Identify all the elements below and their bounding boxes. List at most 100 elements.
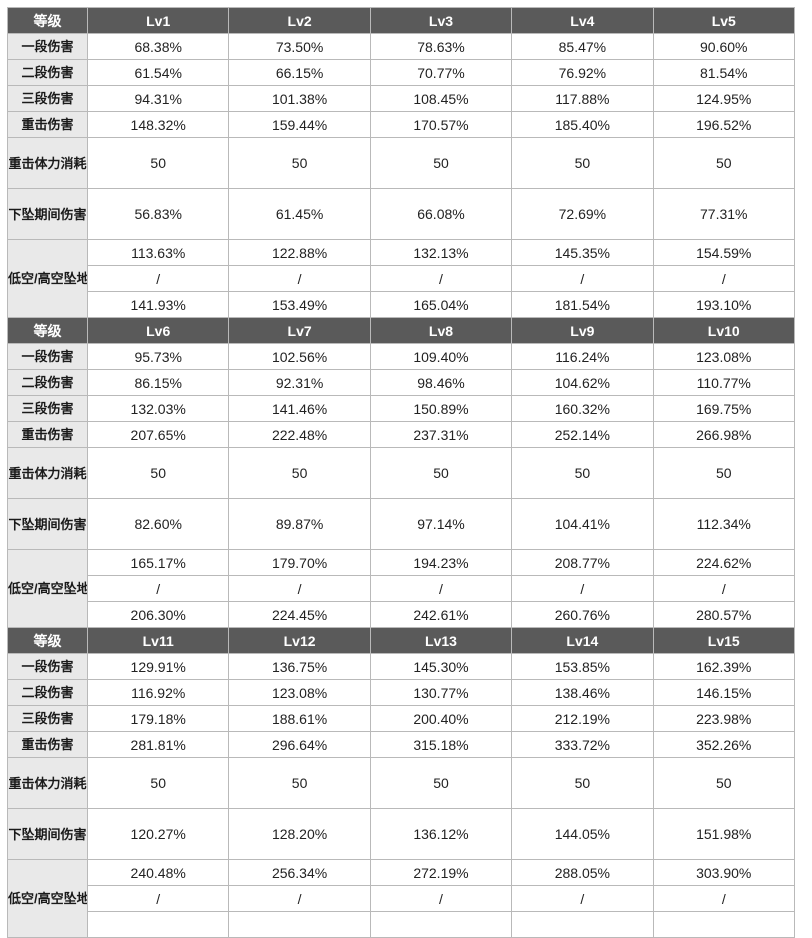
value-cell-charged: 148.32% <box>86 111 230 138</box>
value-cell-low: 145.35% <box>511 239 654 266</box>
level-header-row: 等级 Lv1 Lv2 Lv3 Lv4 Lv5 <box>7 7 795 34</box>
value-cell-hit1: 78.63% <box>369 33 513 60</box>
row-label-plunge: 下坠期间伤害 <box>7 188 88 240</box>
level-header-cell: Lv9 <box>511 317 654 344</box>
value-cell-low: 179.70% <box>228 549 371 576</box>
value-cell-sep: / <box>86 575 230 602</box>
value-cell-hit1: 123.08% <box>652 343 795 370</box>
value-cell-high: 165.04% <box>369 291 513 318</box>
value-cell-hit1: 68.38% <box>86 33 230 60</box>
table-row-stamina: 重击体力消耗 50 50 50 50 50 <box>7 137 795 189</box>
value-cell-sep: / <box>228 265 371 292</box>
value-cell-sep: / <box>511 265 654 292</box>
row-label-charged: 重击伤害 <box>7 421 88 448</box>
value-cell-low: 165.17% <box>86 549 230 576</box>
table-row-plunge: 下坠期间伤害 56.83% 61.45% 66.08% 72.69% 77.31% <box>7 188 795 240</box>
value-cell-hit3: 141.46% <box>228 395 371 422</box>
value-cell-hit3: 169.75% <box>652 395 795 422</box>
level-header-cell: Lv12 <box>228 627 371 654</box>
value-cell-stamina: 50 <box>652 447 795 499</box>
value-cell-low: 224.62% <box>652 549 795 576</box>
table-row-plunge: 下坠期间伤害 120.27% 128.20% 136.12% 144.05% 151.98… <box>7 808 795 860</box>
table-row-stamina: 重击体力消耗 50 50 50 50 50 <box>7 757 795 809</box>
value-cell-low: 288.05% <box>511 859 654 886</box>
value-cell-hit3: 101.38% <box>228 85 371 112</box>
row-label-hit2: 二段伤害 <box>7 369 88 396</box>
value-cell-hit1: 85.47% <box>511 33 654 60</box>
value-cell-charged: 352.26% <box>652 731 795 758</box>
value-cell-high: 141.93% <box>86 291 230 318</box>
value-cell-hit2: 81.54% <box>652 59 795 86</box>
value-cell-charged: 266.98% <box>652 421 795 448</box>
table-row-hit2: 二段伤害 61.54% 66.15% 70.77% 76.92% 81.54% <box>7 59 795 86</box>
value-cell-stamina: 50 <box>369 137 513 189</box>
table-row-stamina: 重击体力消耗 50 50 50 50 50 <box>7 447 795 499</box>
value-cell-hit1: 95.73% <box>86 343 230 370</box>
value-cell-low: 208.77% <box>511 549 654 576</box>
value-cell-plunge: 97.14% <box>369 498 513 550</box>
table-row-low: 低空/高空坠地冲击伤害240.48%256.34%272.19%288.05%3… <box>7 859 795 938</box>
value-cell-hit3: 223.98% <box>652 705 795 732</box>
level-header-cell: Lv2 <box>228 7 371 34</box>
value-cell-hit2: 146.15% <box>652 679 795 706</box>
value-cell-charged: 252.14% <box>511 421 654 448</box>
level-header-cell: Lv10 <box>652 317 795 344</box>
table-row-hit2: 二段伤害 86.15% 92.31% 98.46% 104.62% 110.77% <box>7 369 795 396</box>
row-label-charged: 重击伤害 <box>7 731 88 758</box>
value-cell-hit2: 76.92% <box>511 59 654 86</box>
value-cell-hit2: 123.08% <box>228 679 371 706</box>
value-cell-stamina: 50 <box>511 757 654 809</box>
value-cell-plunge: 72.69% <box>511 188 654 240</box>
value-cell-low: 132.13% <box>369 239 513 266</box>
row-label-hit1: 一段伤害 <box>7 33 88 60</box>
value-cell-hit1: 73.50% <box>228 33 371 60</box>
value-cell-stamina: 50 <box>652 137 795 189</box>
value-cell-hit3: 150.89% <box>369 395 513 422</box>
value-cell-hit1: 90.60% <box>652 33 795 60</box>
value-cell-plunge: 56.83% <box>86 188 230 240</box>
value-cell-hit2: 86.15% <box>86 369 230 396</box>
row-label-plunge: 下坠期间伤害 <box>7 808 88 860</box>
value-cell-charged: 315.18% <box>369 731 513 758</box>
value-cell-charged: 296.64% <box>228 731 371 758</box>
table-row-high <box>8 911 795 938</box>
value-cell-high <box>228 911 371 938</box>
value-cell-charged: 207.65% <box>86 421 230 448</box>
value-cell-high <box>369 911 513 938</box>
value-cell-low: 113.63% <box>86 239 230 266</box>
value-cell-high: 260.76% <box>511 601 654 628</box>
level-header-cell: Lv7 <box>228 317 371 344</box>
value-cell-stamina: 50 <box>369 757 513 809</box>
value-cell-hit3: 160.32% <box>511 395 654 422</box>
level-header-label: 等级 <box>7 7 88 34</box>
value-cell-charged: 196.52% <box>652 111 795 138</box>
value-cell-hit1: 162.39% <box>652 653 795 680</box>
table-row-sep: / / / / / <box>8 265 795 292</box>
value-cell-sep: / <box>228 575 371 602</box>
value-cell-hit3: 200.40% <box>369 705 513 732</box>
value-cell-hit1: 109.40% <box>369 343 513 370</box>
value-cell-high: 206.30% <box>86 601 230 628</box>
table-row-hit3: 三段伤害 94.31% 101.38% 108.45% 117.88% 124.95% <box>7 85 795 112</box>
value-cell-sep: / <box>369 265 513 292</box>
value-cell-hit2: 98.46% <box>369 369 513 396</box>
row-label-charged: 重击伤害 <box>7 111 88 138</box>
value-cell-charged: 281.81% <box>86 731 230 758</box>
table-row-hit1: 一段伤害 129.91% 136.75% 145.30% 153.85% 162.39% <box>7 653 795 680</box>
value-cell-plunge: 61.45% <box>228 188 371 240</box>
value-cell-hit2: 110.77% <box>652 369 795 396</box>
value-cell-high: 181.54% <box>511 291 654 318</box>
value-cell-hit1: 129.91% <box>86 653 230 680</box>
level-header-label: 等级 <box>7 317 88 344</box>
value-cell-low: 240.48% <box>86 859 230 886</box>
level-header-cell: Lv4 <box>511 7 654 34</box>
value-cell-plunge: 136.12% <box>369 808 513 860</box>
row-label-hit3: 三段伤害 <box>7 395 88 422</box>
row-label-stamina: 重击体力消耗 <box>7 757 88 809</box>
level-header-row: 等级 Lv6 Lv7 Lv8 Lv9 Lv10 <box>7 317 795 344</box>
value-cell-stamina: 50 <box>652 757 795 809</box>
value-cell-hit3: 124.95% <box>652 85 795 112</box>
row-label-stamina: 重击体力消耗 <box>7 447 88 499</box>
level-header-row: 等级 Lv11 Lv12 Lv13 Lv14 Lv15 <box>7 627 795 654</box>
level-header-cell: Lv6 <box>86 317 230 344</box>
